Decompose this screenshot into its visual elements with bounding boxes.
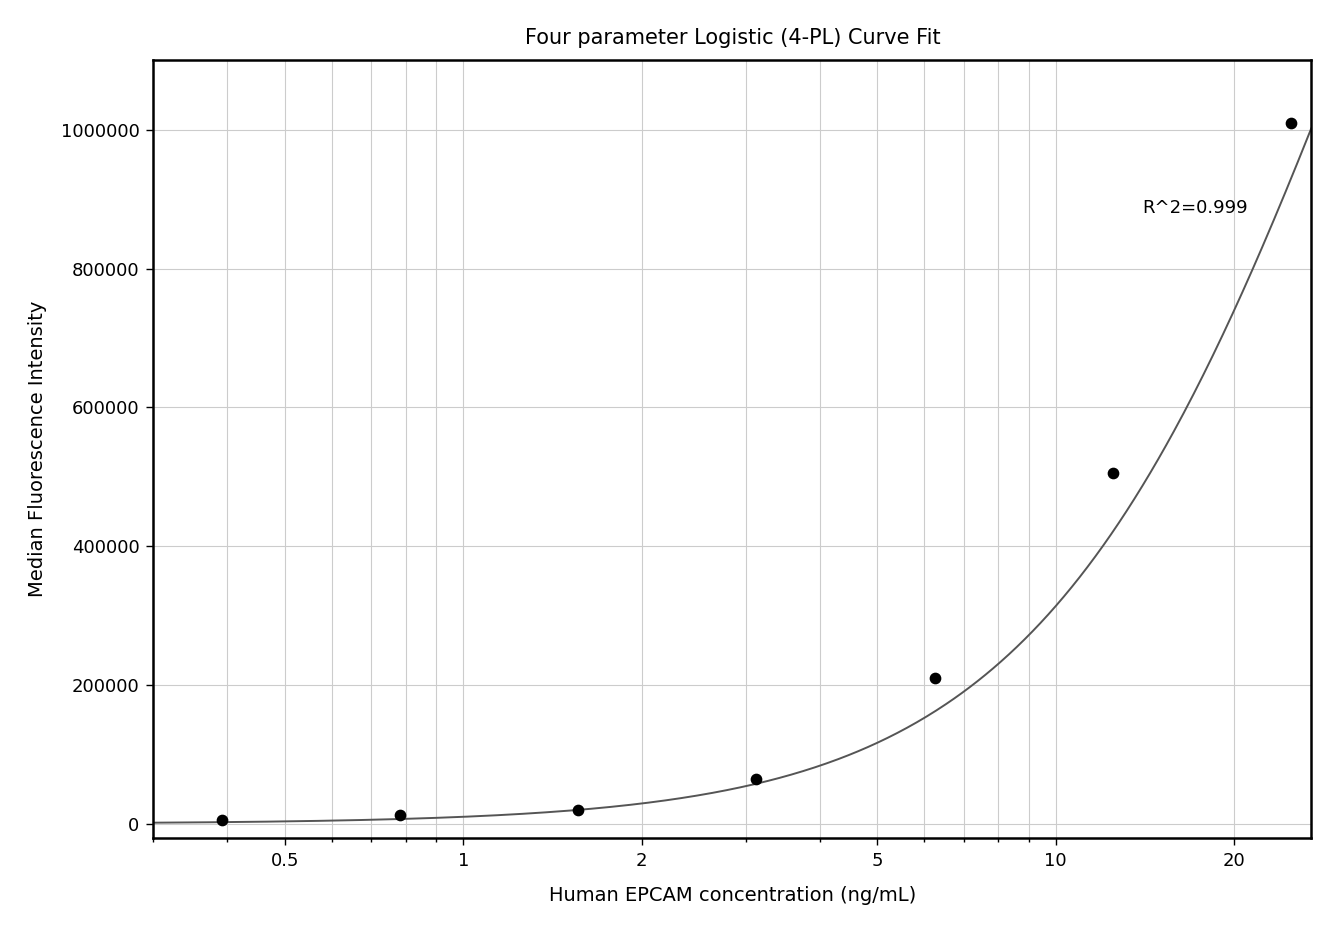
X-axis label: Human EPCAM concentration (ng/mL): Human EPCAM concentration (ng/mL) — [549, 886, 916, 905]
Point — [746, 772, 767, 787]
Title: Four parameter Logistic (4-PL) Curve Fit: Four parameter Logistic (4-PL) Curve Fit — [525, 28, 940, 48]
Point — [388, 808, 410, 823]
Y-axis label: Median Fluorescence Intensity: Median Fluorescence Intensity — [28, 300, 47, 597]
Point — [210, 813, 232, 828]
Point — [568, 802, 589, 817]
Point — [1280, 116, 1302, 131]
Point — [1102, 466, 1123, 480]
Point — [924, 671, 945, 686]
Text: R^2=0.999: R^2=0.999 — [1142, 199, 1248, 217]
